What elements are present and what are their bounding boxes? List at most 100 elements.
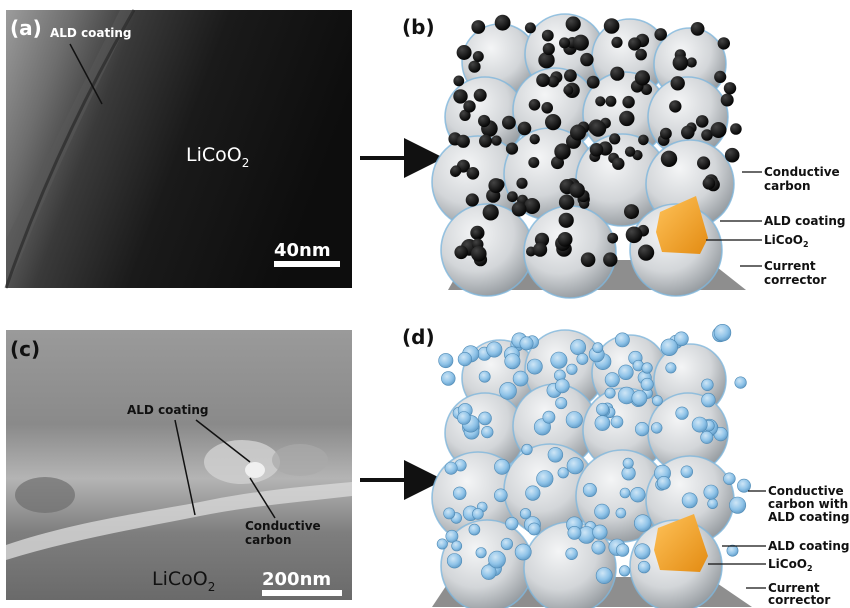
panel-c-label: (c) (10, 337, 40, 361)
carbon-particle (669, 100, 682, 113)
carbon-particle (605, 95, 617, 107)
carbon-particle (502, 115, 516, 130)
carbon-particle (465, 193, 479, 207)
coated-carbon-particle (592, 524, 608, 540)
coated-carbon-particle (444, 461, 458, 475)
carbon-particle (516, 177, 528, 189)
coated-carbon-particle (604, 372, 620, 388)
coated-carbon-particle (550, 351, 568, 369)
coated-carbon-particle (494, 458, 510, 475)
carbon-particle (672, 55, 689, 71)
carbon-particle (563, 85, 574, 96)
carbon-particle (654, 28, 667, 41)
carbon-particle (723, 82, 737, 95)
panel-d-coated-carbon-particles (436, 324, 751, 585)
carbon-particle (564, 69, 577, 82)
carbon-particle (660, 150, 678, 167)
carbon-particle (590, 120, 607, 137)
coated-carbon-particle (660, 338, 678, 356)
coated-carbon-particle (618, 364, 634, 380)
panel-c-carbon-pointer (249, 477, 276, 519)
coated-carbon-particle (438, 353, 454, 369)
panel-a-scalebar (274, 261, 340, 267)
carbon-particle (547, 75, 560, 88)
carbon-particle (697, 156, 711, 170)
carbon-particle (463, 100, 476, 113)
coated-carbon-particle (436, 538, 448, 550)
panel-d-callouts: Conductive carbon with ALD coating ALD coa… (708, 484, 850, 607)
coated-carbon-particle (701, 392, 716, 408)
carbon-particle (471, 228, 483, 239)
carbon-particle (720, 93, 734, 107)
coated-carbon-particle (475, 547, 487, 559)
carbon-particle (634, 70, 651, 86)
carbon-particle (524, 22, 536, 34)
coated-carbon-particle (674, 331, 689, 347)
coated-carbon-particle (641, 362, 653, 374)
panel-c-coating-pointer-1 (174, 419, 196, 516)
carbon-particle (482, 204, 499, 221)
panel-c-coating-label: ALD coating (127, 403, 209, 417)
carbon-particle (603, 252, 618, 267)
panel-d-licoo2-core (654, 514, 708, 572)
coated-carbon-particle (457, 352, 473, 367)
coated-carbon-particle (680, 465, 693, 478)
panel-c-carbon-label: Conductive carbon (245, 519, 321, 547)
coated-carbon-particle (519, 508, 532, 520)
panel-b: (b) Conductive carbon ALD coating LiCoO2 … (402, 13, 846, 299)
carbon-particle (628, 37, 642, 51)
carbon-particle (558, 194, 575, 210)
carbon-particle (619, 110, 635, 127)
panel-b-label: (b) (402, 15, 435, 39)
panel-c-coating-pointer-2 (195, 419, 251, 463)
coated-carbon-particle (554, 378, 570, 394)
carbon-particle (701, 129, 713, 141)
carbon-particle (557, 232, 573, 247)
coated-carbon-particle (630, 487, 646, 503)
carbon-particle (638, 134, 649, 146)
panel-b-callouts: Conductive carbon ALD coating LiCoO2 Curr… (706, 165, 846, 287)
carbon-particle (714, 70, 727, 83)
carbon-particle (710, 122, 727, 138)
carbon-particle (494, 14, 511, 31)
carbon-particle (611, 36, 623, 49)
carbon-particle (622, 95, 635, 109)
carbon-particle (471, 246, 487, 262)
carbon-particle (511, 201, 527, 217)
coated-carbon-particle (713, 324, 732, 342)
coated-carbon-particle (631, 390, 648, 406)
coating-edge (6, 10, 134, 288)
coated-carbon-particle (570, 339, 586, 356)
carbon-particle (625, 226, 643, 244)
coated-carbon-particle (499, 382, 517, 400)
carbon-particle (454, 245, 469, 260)
carbon-particle (488, 178, 504, 194)
carbon-particle (459, 109, 471, 121)
coated-carbon-particle (567, 526, 582, 540)
coated-carbon-particle (453, 486, 467, 500)
carbon-particle (603, 18, 620, 34)
carbon-particle (559, 37, 570, 49)
coated-carbon-particle (443, 507, 456, 520)
coated-carbon-particle (493, 488, 508, 503)
coated-carbon-particle (618, 565, 631, 577)
coated-carbon-particle (481, 426, 494, 439)
panel-a-coating-pointer (69, 43, 103, 105)
coated-carbon-particle (526, 358, 543, 375)
carbon-particle (660, 127, 672, 140)
coated-carbon-particle (451, 540, 463, 552)
coated-carbon-particle (542, 410, 556, 424)
coated-carbon-particle (700, 430, 714, 444)
panel-a-scalebar-label: 40nm (274, 240, 331, 261)
carbon-particle (473, 88, 487, 102)
coated-carbon-particle (726, 544, 739, 557)
carbon-particle (609, 133, 621, 145)
carbon-particle (538, 52, 555, 69)
carbon-particle (528, 157, 540, 168)
coated-carbon-particle (500, 537, 514, 551)
coated-carbon-particle (634, 422, 650, 437)
coated-carbon-particle (566, 457, 584, 475)
carbon-particle (589, 143, 604, 157)
coated-carbon-particle (652, 395, 663, 407)
